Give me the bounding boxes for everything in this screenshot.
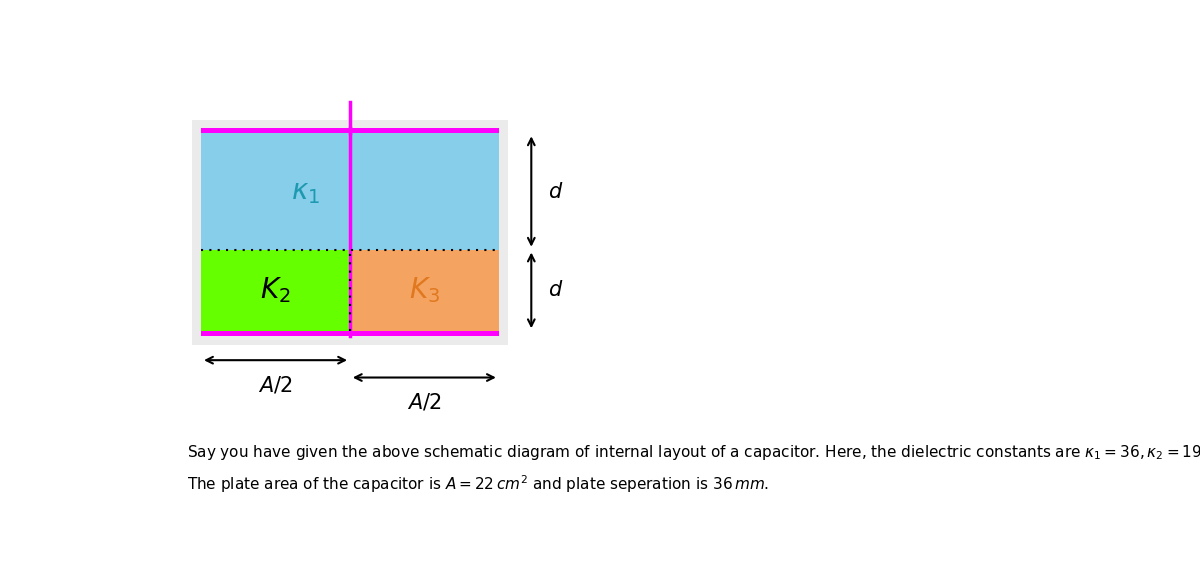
Bar xyxy=(202,133,499,249)
Text: $\kappa_1$: $\kappa_1$ xyxy=(290,177,319,205)
Text: d: d xyxy=(548,280,562,301)
Bar xyxy=(202,128,499,133)
Bar xyxy=(202,249,350,331)
Bar xyxy=(202,331,499,336)
Text: $K_3$: $K_3$ xyxy=(409,275,440,305)
Text: d: d xyxy=(548,181,562,202)
Text: Say you have given the above schematic diagram of internal layout of a capacitor: Say you have given the above schematic d… xyxy=(187,443,1200,462)
Text: $K_2$: $K_2$ xyxy=(260,275,290,305)
Text: The plate area of the capacitor is $A = 22\,cm^2$ and plate seperation is $36\,m: The plate area of the capacitor is $A = … xyxy=(187,473,769,494)
Bar xyxy=(192,119,508,345)
Text: $A/2$: $A/2$ xyxy=(407,391,442,412)
Text: $A/2$: $A/2$ xyxy=(258,374,293,395)
Bar xyxy=(350,249,499,331)
